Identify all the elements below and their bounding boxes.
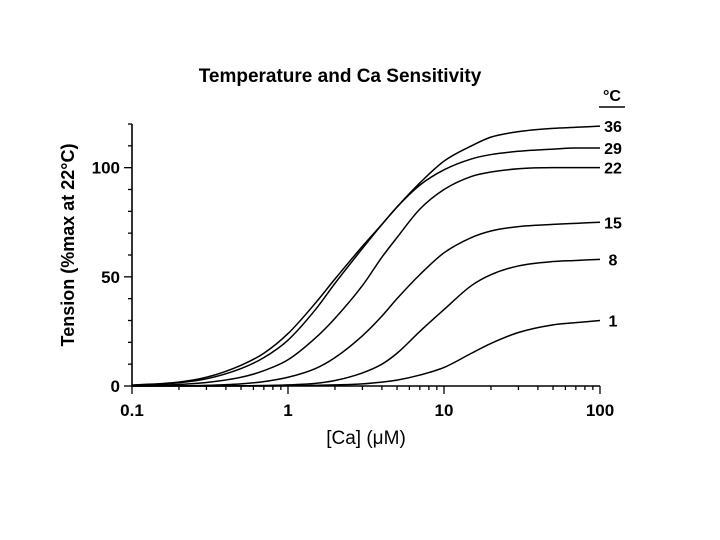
series-line-22 [131, 166, 600, 387]
series-line-1 [132, 319, 601, 387]
series-label-36: 36 [604, 119, 622, 136]
series-line-15 [131, 221, 601, 387]
x-tick-label: 0.1 [120, 401, 144, 420]
series-label-1: 1 [609, 314, 618, 331]
series-label-29: 29 [604, 141, 622, 158]
x-axis-label: [Ca] (μM) [326, 428, 406, 449]
series-label-8: 8 [609, 252, 618, 269]
chart-title: Temperature and Ca Sensitivity [199, 66, 482, 87]
x-tick-label: 1 [283, 401, 292, 420]
plot-area: 0 50 100 0.1 1 10 100 36 29 22 15 8 1 [92, 119, 622, 420]
y-axis-label: Tension (%max at 22°C) [58, 144, 78, 347]
series-line-36 [131, 125, 601, 386]
y-tick-label: 0 [111, 377, 120, 396]
x-tick-label: 10 [435, 401, 454, 420]
series-line-29 [131, 147, 600, 387]
series-label-22: 22 [604, 161, 622, 178]
y-tick-label: 100 [92, 159, 120, 178]
legend-title: °C [603, 88, 621, 105]
series-label-15: 15 [604, 215, 622, 232]
x-tick-label: 100 [586, 401, 614, 420]
y-tick-label: 50 [101, 268, 120, 287]
series-line-8 [132, 258, 601, 387]
